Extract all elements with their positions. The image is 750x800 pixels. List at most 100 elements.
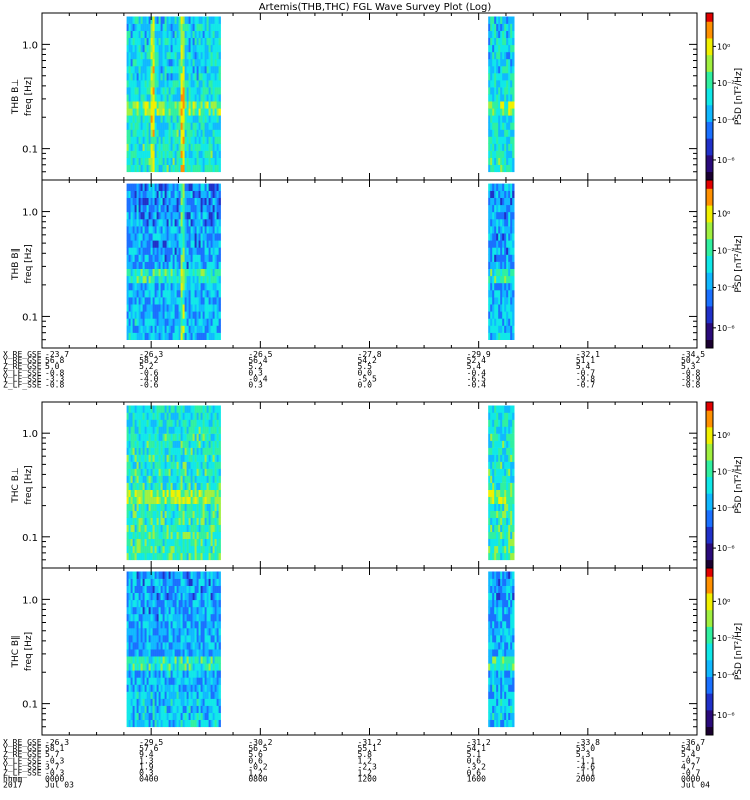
spectrogram-cell bbox=[488, 482, 491, 490]
spectrogram-cell bbox=[130, 468, 133, 476]
spectrogram-cell bbox=[512, 197, 515, 206]
spectrogram-cell bbox=[178, 510, 181, 518]
spectrogram-cell bbox=[152, 599, 155, 608]
spectrogram-cell bbox=[168, 454, 171, 462]
spectrogram-cell bbox=[510, 405, 513, 413]
spectrogram-cell bbox=[180, 290, 183, 298]
spectrogram-cell bbox=[512, 101, 515, 109]
spectrogram-cell bbox=[156, 157, 159, 165]
spectrogram-cell bbox=[150, 649, 153, 657]
spectrogram-cell bbox=[200, 23, 203, 31]
spectrogram-cell bbox=[494, 115, 497, 123]
spectrogram-cell bbox=[146, 663, 149, 671]
spectrogram-cell bbox=[212, 226, 215, 234]
spectrogram-cell bbox=[506, 80, 509, 88]
spectrogram-cell bbox=[210, 143, 213, 151]
spectrogram-cell bbox=[172, 552, 175, 561]
spectrogram-cell bbox=[502, 150, 505, 158]
spectrogram-cell bbox=[150, 101, 153, 109]
spectrogram-cell bbox=[494, 129, 497, 137]
spectrogram-cell bbox=[502, 426, 505, 434]
spectrogram-cell bbox=[214, 219, 217, 227]
spectrogram-cell bbox=[214, 190, 217, 198]
spectrogram-cell bbox=[158, 531, 161, 539]
spectrogram-cell bbox=[170, 129, 173, 137]
spectrogram-cell bbox=[216, 482, 219, 490]
spectrogram-cell bbox=[166, 447, 169, 455]
spectrogram-cell bbox=[170, 405, 173, 413]
spectrogram-cell bbox=[162, 226, 165, 234]
spectrogram-cell bbox=[156, 677, 159, 685]
spectrogram-cell bbox=[500, 261, 503, 269]
spectrogram-cell bbox=[156, 705, 159, 713]
spectrogram-cell bbox=[500, 531, 503, 539]
spectrogram-cell bbox=[180, 58, 183, 67]
spectrogram-cell bbox=[168, 44, 171, 53]
spectrogram-cell bbox=[492, 183, 495, 191]
spectrogram-cell bbox=[160, 44, 163, 53]
spectrogram-cell bbox=[494, 325, 497, 333]
spectrogram-cell bbox=[132, 164, 135, 173]
spectrogram-cell bbox=[500, 447, 503, 455]
spectrogram-cell bbox=[194, 468, 197, 476]
colorbar-segment bbox=[706, 314, 713, 318]
spectrogram-cell bbox=[200, 190, 203, 198]
spectrogram-cell bbox=[134, 538, 137, 547]
spectrogram-cell bbox=[492, 65, 495, 74]
spectrogram-cell bbox=[214, 129, 217, 137]
spectrogram-cell bbox=[156, 108, 159, 116]
spectrogram-cell bbox=[494, 226, 497, 234]
spectrogram-cell bbox=[170, 219, 173, 227]
spectrogram-cell bbox=[158, 190, 161, 198]
spectrogram-cell bbox=[218, 94, 221, 102]
spectrogram-cell bbox=[212, 80, 215, 88]
spectrogram-cell bbox=[136, 247, 139, 255]
spectrogram-cell bbox=[178, 157, 181, 165]
spectrogram-cell bbox=[186, 226, 189, 234]
spectrogram-cell bbox=[186, 73, 189, 81]
spectrogram-cell bbox=[194, 51, 197, 60]
spectrogram-cell bbox=[490, 143, 493, 151]
spectrogram-cell bbox=[166, 73, 169, 81]
spectrogram-cell bbox=[214, 108, 217, 116]
spectrogram-cell bbox=[174, 475, 177, 483]
spectrogram-cell bbox=[188, 524, 191, 532]
spectrogram-cell bbox=[162, 44, 165, 53]
spectrogram-cell bbox=[204, 247, 207, 255]
colorbar-segment bbox=[706, 141, 713, 145]
spectrogram-cell bbox=[134, 454, 137, 462]
spectrogram-cell bbox=[206, 261, 209, 269]
spectrogram-cell bbox=[164, 663, 167, 671]
spectrogram-cell bbox=[168, 247, 171, 255]
spectrogram-cell bbox=[148, 219, 151, 227]
spectrogram-cell bbox=[188, 254, 191, 262]
spectrogram-cell bbox=[172, 297, 175, 305]
spectrogram-cell bbox=[158, 226, 161, 234]
spectrogram-cell bbox=[216, 122, 219, 130]
spectrogram-cell bbox=[200, 332, 203, 340]
spectrogram-cell bbox=[158, 571, 161, 579]
spectrogram-cell bbox=[160, 545, 163, 554]
spectrogram-cell bbox=[194, 552, 197, 561]
spectrogram-cell bbox=[140, 503, 143, 511]
spectrogram-cell bbox=[506, 129, 509, 137]
spectrogram-cell bbox=[134, 433, 137, 441]
spectrogram-cell bbox=[146, 649, 149, 657]
spectrogram-cell bbox=[492, 318, 495, 326]
spectrogram-cell bbox=[512, 454, 515, 462]
spectrogram-cell bbox=[182, 101, 185, 109]
spectrogram-cell bbox=[128, 197, 131, 206]
spectrogram-cell bbox=[168, 37, 171, 46]
colorbar-segment bbox=[706, 280, 713, 284]
spectrogram-cell bbox=[144, 447, 147, 455]
spectrogram-cell bbox=[216, 475, 219, 483]
spectrogram-cell bbox=[204, 419, 207, 427]
spectrogram-cell bbox=[192, 545, 195, 554]
colorbar-segment bbox=[706, 413, 713, 417]
spectrogram-cell bbox=[148, 461, 151, 469]
spectrogram-cell bbox=[168, 642, 171, 650]
spectrogram-cell bbox=[160, 129, 163, 137]
spectrogram-cell bbox=[158, 143, 161, 151]
spectrogram-cell bbox=[174, 592, 177, 601]
spectrogram-cell bbox=[494, 108, 497, 116]
